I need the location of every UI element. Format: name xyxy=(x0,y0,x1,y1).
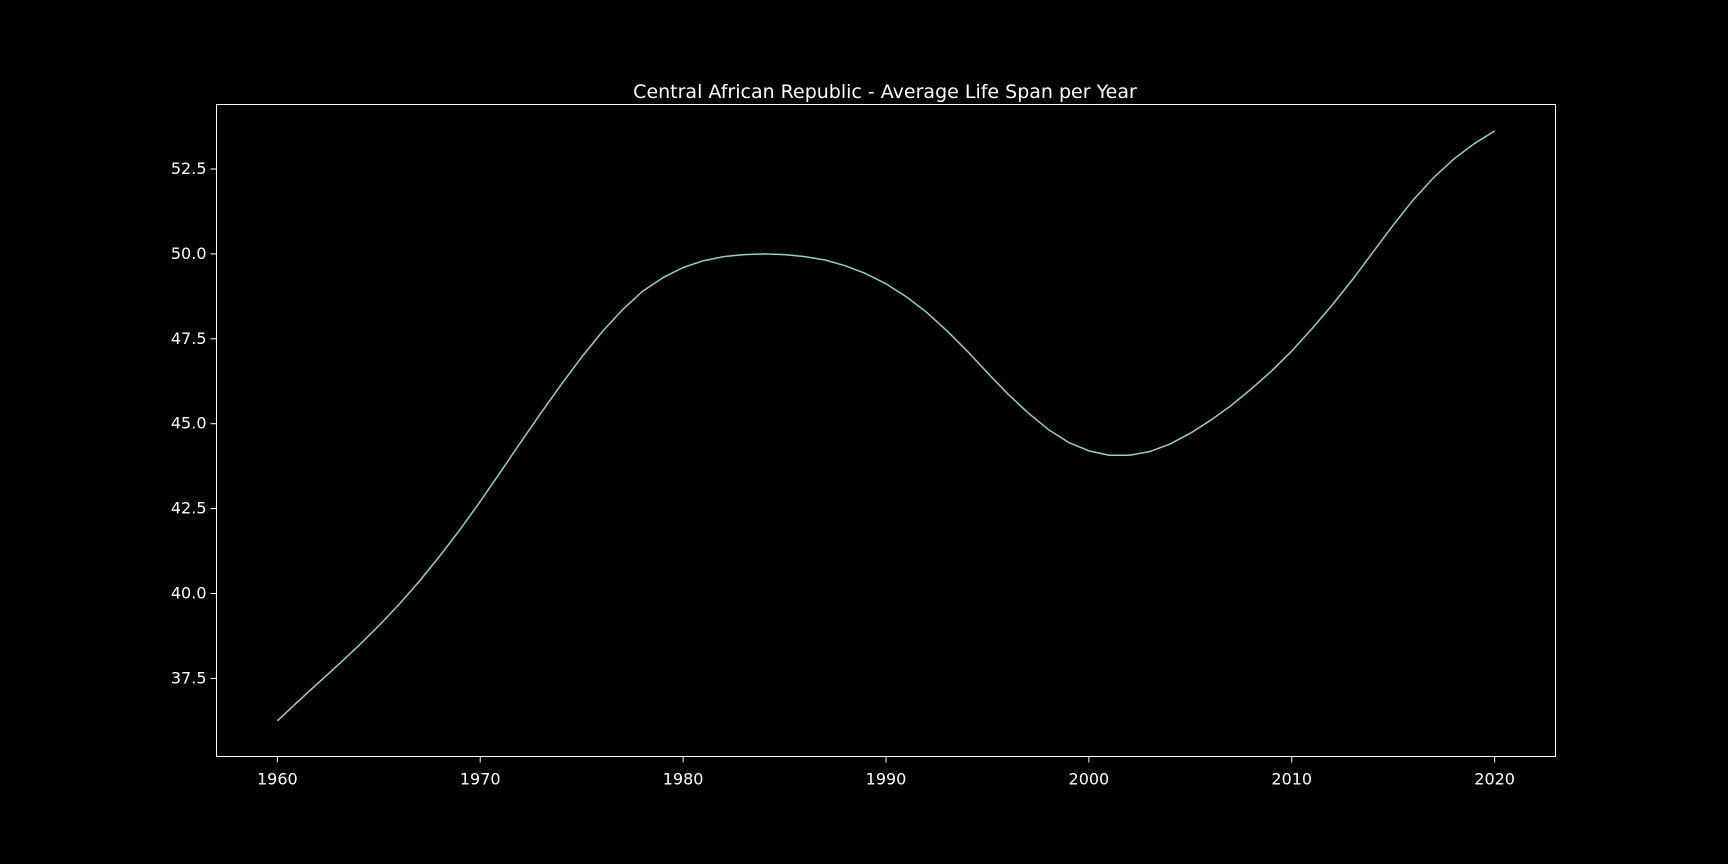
x-tick-label: 1960 xyxy=(257,770,298,789)
plot-frame xyxy=(216,104,1556,757)
y-tick-label: 52.5 xyxy=(171,159,207,178)
chart-title: Central African Republic - Average Life … xyxy=(633,81,1137,103)
y-tick-label: 37.5 xyxy=(171,668,207,687)
x-tick-label: 2020 xyxy=(1474,770,1515,789)
y-tick-label: 40.0 xyxy=(171,584,207,603)
plot-area xyxy=(276,130,1496,722)
y-tick-label: 42.5 xyxy=(171,499,207,518)
x-tick-label: 1990 xyxy=(866,770,907,789)
x-tick-label: 1970 xyxy=(460,770,501,789)
x-axis: 1960 1970 1980 1990 2000 2010 2020 xyxy=(257,756,1515,789)
series-line xyxy=(276,130,1496,722)
y-tick-label: 47.5 xyxy=(171,329,207,348)
x-tick-label: 2000 xyxy=(1069,770,1110,789)
x-tick-label: 1980 xyxy=(663,770,704,789)
y-axis: 37.5 40.0 42.5 45.0 47.5 50.0 52.5 xyxy=(171,159,217,687)
x-tick-label: 2010 xyxy=(1271,770,1312,789)
y-tick-label: 50.0 xyxy=(171,244,207,263)
y-tick-label: 45.0 xyxy=(171,414,207,433)
